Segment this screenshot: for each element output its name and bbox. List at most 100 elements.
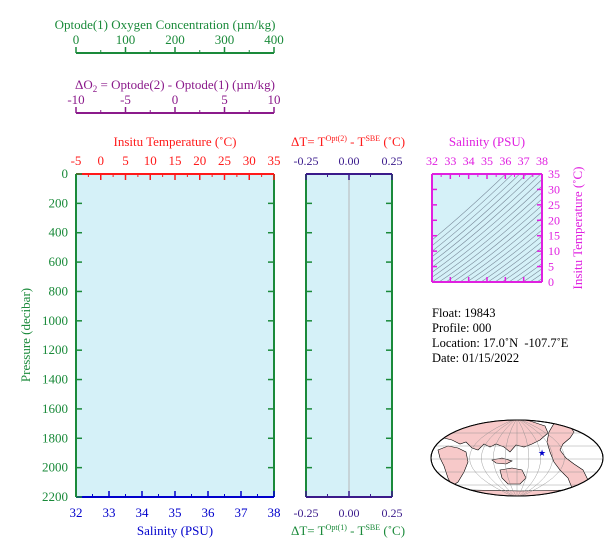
delta-t-bottom-label: ΔT= TOpt(1) - TSBE (˚C)	[291, 523, 405, 538]
salinity-axis-tick-label: 33	[103, 505, 116, 520]
delta-t-bottom-axis-tick-label: 0.25	[382, 506, 403, 520]
delta-t-top-sup2: SBE	[365, 134, 380, 143]
pressure-axis-tick-label: 2000	[42, 460, 68, 475]
temperature-axis-tick-label: -5	[71, 153, 82, 168]
world-map: ★	[430, 419, 604, 497]
delta-o2-label-prefix: ΔO	[75, 77, 93, 92]
delta-o2-axis-tick-label: 10	[268, 92, 281, 107]
ts-temperature-axis-tick-label: 5	[548, 260, 554, 274]
ts-density-contour	[508, 257, 542, 282]
ts-density-contour	[494, 246, 542, 282]
delta-o2-axis-ticks: -10 -5 0 5 10	[67, 92, 281, 114]
ts-salinity-label: Salinity (PSU)	[449, 134, 525, 149]
salinity-axis-tick-label: 36	[202, 505, 216, 520]
ts-temperature-axis-tick-label: 20	[548, 213, 560, 227]
ts-density-contour	[487, 241, 542, 282]
pressure-axis-ticks: 0 200 400 600 800 1000 1200 1400 1600 1800 2000 220…	[42, 166, 82, 504]
profile-plot-area	[76, 174, 274, 497]
location-value: 17.0˚N -107.7˚E	[483, 336, 569, 350]
ts-density-contour	[432, 174, 507, 241]
delta-t-bottom-prefix: ΔT= T	[291, 523, 326, 538]
map-graticule	[431, 420, 603, 496]
delta-o2-label-sub: 2	[93, 84, 98, 94]
oxygen-axis-tick-label: 100	[116, 32, 136, 47]
delta-t-top-mid: - T	[347, 134, 366, 149]
ts-density-contour	[515, 263, 542, 282]
ts-temperature-axis-tick-label: 35	[548, 167, 560, 181]
delta-o2-axis: ΔO2 = Optode(2) - Optode(1) (µm/kg) -10-…	[67, 77, 281, 114]
salinity-axis-tick-label: 38	[268, 505, 281, 520]
float-row: Float: 19843	[432, 306, 568, 321]
salinity-axis-tick-label: 32	[70, 505, 83, 520]
pressure-axis-tick-label: 400	[49, 225, 69, 240]
ts-salinity-axis-tick-label: 34	[463, 154, 475, 168]
float-value: 19843	[464, 306, 496, 320]
temperature-axis-label: Insitu Temperature (˚C)	[113, 134, 236, 149]
ts-salinity-ticks: 32 33 34 35 36 37 38	[426, 154, 548, 179]
oxygen-axis-ticks: 0 100 200 300 400	[73, 32, 284, 54]
ts-density-contour	[473, 229, 542, 282]
ts-salinity-axis-tick-label: 36	[499, 154, 511, 168]
oxygen-axis-tick-label: 200	[165, 32, 185, 47]
salinity-axis-tick-label: 34	[136, 505, 150, 520]
ts-density-contour	[432, 185, 542, 278]
delta-t-bottom-axis-tick-label: 0.00	[339, 506, 360, 520]
date-label: Date:	[432, 351, 460, 365]
delta-t-bottom-suffix: (˚C)	[380, 523, 405, 538]
ts-density-contour	[432, 174, 521, 252]
ts-salinity-axis-tick-label: 37	[518, 154, 530, 168]
float-location-marker: ★	[538, 448, 546, 458]
land-antarctica	[431, 489, 603, 496]
delta-t-bottom-sup2: SBE	[365, 523, 380, 532]
profile-panel: Insitu Temperature (˚C) -5 0 5 10 15 20 25 30 35…	[18, 134, 281, 538]
delta-t-top-axis-tick-label: 0.25	[382, 154, 403, 168]
land-africa	[437, 445, 469, 487]
temperature-axis-tick-label: 5	[122, 153, 129, 168]
temperature-axis-tick-label: 35	[268, 153, 281, 168]
ts-temperature-label: Insitu Temperature (˚C)	[570, 166, 585, 289]
map-meridian	[493, 420, 518, 496]
oxygen-axis-tick-label: 400	[264, 32, 284, 47]
profile-value: 000	[472, 321, 492, 335]
pressure-axis-label: Pressure (decibar)	[18, 288, 33, 382]
land-indonesia	[491, 457, 513, 465]
temperature-axis-tick-label: 10	[144, 153, 157, 168]
ts-temperature-axis-tick-label: 25	[548, 198, 560, 212]
salinity-axis-label: Salinity (PSU)	[137, 523, 213, 538]
salinity-axis-ticks: 32 33 34 35 36 37 38	[70, 491, 281, 520]
delta-o2-axis-tick-label: 5	[221, 92, 228, 107]
pressure-axis-tick-label: 0	[62, 166, 69, 181]
delta-t-top-axis-tick-label: -0.25	[294, 154, 319, 168]
land-greenland	[583, 420, 601, 429]
ts-density-contours	[432, 174, 542, 282]
pressure-axis-tick-label: 1200	[42, 342, 68, 357]
ts-density-contour	[480, 235, 542, 282]
pressure-axis-tick-label: 2200	[42, 489, 68, 504]
float-info: Float: 19843 Profile: 000 Location: 17.0…	[432, 306, 568, 366]
profile-label: Profile:	[432, 321, 470, 335]
map-meridian	[481, 420, 518, 496]
ts-density-contour	[432, 174, 528, 258]
delta-t-top-suffix: (˚C)	[380, 134, 405, 149]
pressure-axis-tick-label: 1800	[42, 430, 68, 445]
profile-plot-frame	[268, 173, 275, 498]
temperature-axis-tick-label: 0	[98, 153, 105, 168]
delta-t-bottom-ticks: -0.25 0.00 0.25	[294, 491, 403, 520]
ts-density-contour	[445, 204, 542, 282]
delta-o2-axis-label: ΔO2 = Optode(2) - Optode(1) (µm/kg)	[75, 77, 275, 94]
oxygen-axis-label: Optode(1) Oxygen Concentration (µm/kg)	[55, 17, 276, 32]
ts-density-contour	[432, 174, 542, 268]
temperature-axis-tick-label: 30	[243, 153, 256, 168]
ts-temperature-axis-tick-label: 0	[548, 275, 554, 289]
delta-t-bottom-axis-tick-label: -0.25	[294, 506, 319, 520]
pressure-axis-tick-label: 1400	[42, 372, 68, 387]
map-border	[430, 419, 604, 497]
ts-density-contour	[501, 252, 542, 282]
pressure-axis-tick-label: 200	[49, 195, 69, 210]
map-meridian	[516, 420, 553, 496]
delta-t-bottom-sup1: Opt(1)	[326, 523, 348, 532]
ts-temperature-axis-tick-label: 15	[548, 229, 560, 243]
ts-density-contour	[438, 198, 542, 282]
temperature-axis-tick-label: 15	[169, 153, 182, 168]
